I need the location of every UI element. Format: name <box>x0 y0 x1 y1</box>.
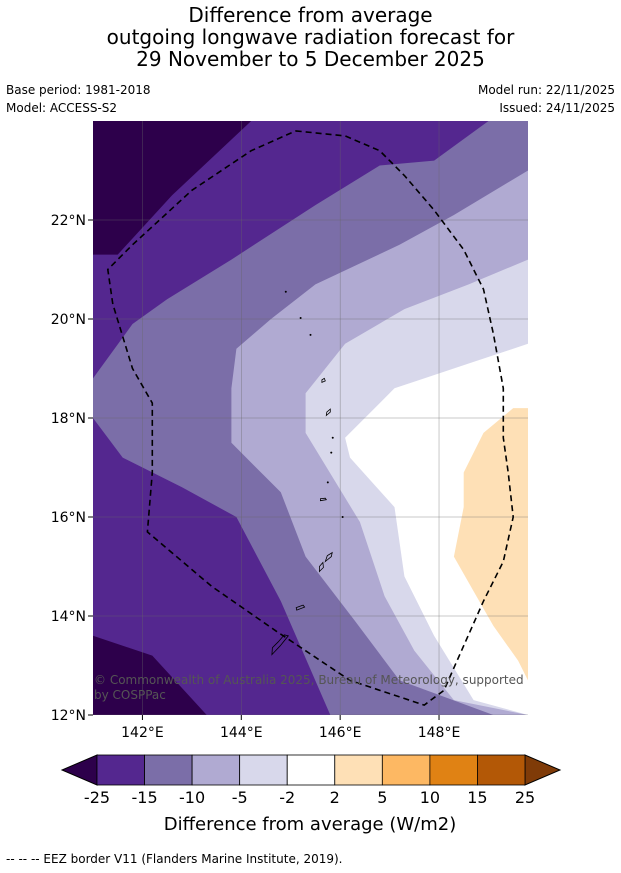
copyright-text-2: by COSPPac <box>94 688 166 702</box>
colorbar-tick-label-2: -10 <box>179 788 205 807</box>
y-tick-label-3: 18°N <box>51 411 86 427</box>
colorbar-segment-0 <box>96 754 145 786</box>
islet-2 <box>309 333 312 336</box>
chart-title: Difference from average outgoing longwav… <box>0 4 621 70</box>
colorbar-tick-label-5: 2 <box>330 788 340 807</box>
x-tick-label-3: 148°E <box>418 725 461 741</box>
colorbar-segment-4 <box>286 754 336 786</box>
contour-band-1 <box>93 121 252 255</box>
colorbar-segment-1 <box>144 754 193 786</box>
copyright-text: © Commonwealth of Australia 2025, Bureau… <box>94 673 524 687</box>
islet-6 <box>341 516 344 518</box>
x-ticks: 142°E 144°E 146°E 148°E <box>121 715 460 741</box>
title-line-3: 29 November to 5 December 2025 <box>136 47 485 71</box>
island-3 <box>324 551 333 563</box>
island-5 <box>325 408 331 417</box>
colorbar-tick-label-6: 5 <box>377 788 387 807</box>
colorbar-segment-5 <box>334 754 383 786</box>
y-ticks: 12°N 14°N 16°N 18°N 20°N 22°N <box>51 213 93 724</box>
meta-right: Model run: 22/11/2025 Issued: 24/11/2025 <box>478 81 615 117</box>
colorbar: -25 -15 -10 -5 -2 2 5 10 15 25 <box>60 754 562 807</box>
base-period: Base period: 1981-2018 <box>6 83 151 97</box>
island-4 <box>319 497 327 502</box>
island-6 <box>321 377 326 384</box>
colorbar-segment-7 <box>429 754 478 786</box>
colorbar-tick-label-1: -15 <box>131 788 157 807</box>
issued-date: Issued: 24/11/2025 <box>499 101 615 115</box>
model-name: Model: ACCESS-S2 <box>6 101 118 115</box>
colorbar-tick-label-7: 10 <box>420 788 440 807</box>
contour-band-7 <box>453 408 528 681</box>
islet-0 <box>284 290 287 293</box>
colorbar-segment-2 <box>191 754 241 786</box>
x-tick-label-1: 144°E <box>220 725 263 741</box>
title-line-2: outgoing longwave radiation forecast for <box>106 25 515 49</box>
colorbar-over-arrow <box>524 754 562 786</box>
island-0 <box>271 634 290 656</box>
meta-left: Base period: 1981-2018 Model: ACCESS-S2 <box>6 81 151 117</box>
colorbar-segment-3 <box>239 754 288 786</box>
eez-border-line <box>106 130 515 706</box>
island-2 <box>318 561 324 573</box>
x-tick-label-0: 142°E <box>121 725 164 741</box>
colorbar-tick-label-0: -25 <box>84 788 110 807</box>
y-tick-label-4: 20°N <box>51 312 86 328</box>
colorbar-tick-label-3: -5 <box>232 788 248 807</box>
gridlines <box>93 121 528 715</box>
colorbar-label: Difference from average (W/m2) <box>164 814 456 835</box>
eez-border <box>106 130 515 706</box>
model-run: Model run: 22/11/2025 <box>477 83 615 97</box>
colorbar-segment-6 <box>381 754 431 786</box>
island-1 <box>295 604 306 611</box>
colorbar-tick-label-4: -2 <box>279 788 295 807</box>
y-tick-label-2: 16°N <box>51 510 86 526</box>
islet-5 <box>326 481 329 484</box>
y-tick-label-0: 12°N <box>51 708 86 724</box>
x-tick-label-2: 146°E <box>319 725 362 741</box>
y-tick-label-5: 22°N <box>51 213 86 229</box>
y-tick-label-1: 14°N <box>51 609 86 625</box>
contour-band-2 <box>93 635 207 715</box>
colorbar-under-arrow <box>60 754 98 786</box>
colorbar-tick-label-9: 25 <box>515 788 535 807</box>
title-line-1: Difference from average <box>188 3 433 27</box>
colorbar-tick-label-8: 15 <box>467 788 487 807</box>
colorbar-segment-8 <box>477 754 526 786</box>
islet-1 <box>299 317 302 320</box>
eez-footnote: -- -- -- EEZ border V11 (Flanders Marine… <box>6 852 343 866</box>
islet-4 <box>330 451 333 454</box>
islet-3 <box>331 436 334 439</box>
islands <box>271 290 344 656</box>
